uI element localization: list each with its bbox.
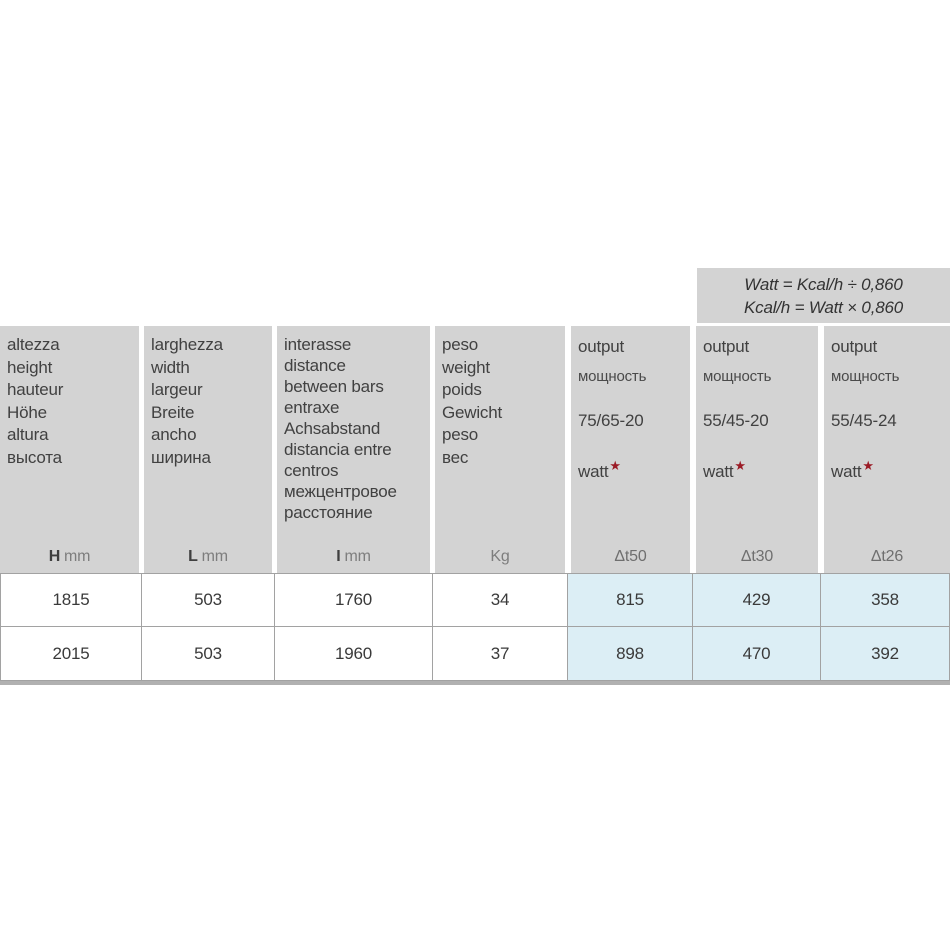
- output-title-ru: мощность: [831, 368, 900, 385]
- output-title-ru: мощность: [578, 368, 647, 385]
- output-watt: watt★: [831, 459, 946, 482]
- header-col-weight: peso weight poids Gewicht peso вес Kg: [435, 326, 565, 573]
- header-col-distance: interasse distance between bars entraxe …: [277, 326, 430, 573]
- cell-output-dt26: 392: [821, 627, 950, 681]
- cell-output-dt50: 898: [568, 627, 693, 681]
- table-body: 1815 503 1760 34 815 429 358 2015 503 19…: [0, 573, 950, 681]
- cell-height: 2015: [0, 627, 142, 681]
- header-col-output-dt26: output мощность 55/45-24 watt★ Δt26: [824, 326, 950, 573]
- output-regime: 75/65-20: [578, 411, 644, 430]
- cell-output-dt26: 358: [821, 573, 950, 627]
- cell-output-dt50: 815: [568, 573, 693, 627]
- cell-height: 1815: [0, 573, 142, 627]
- table-row: 1815 503 1760 34 815 429 358: [0, 573, 950, 627]
- cell-width: 503: [142, 573, 275, 627]
- watt-label: watt: [831, 462, 862, 481]
- cell-output-dt30: 429: [693, 573, 821, 627]
- unit-dt50: Δt50: [614, 548, 647, 565]
- header-labels-weight: peso weight poids Gewicht peso вес: [442, 335, 503, 467]
- header-col-output-dt50: output мощность 75/65-20 watt★ Δt50: [571, 326, 690, 573]
- header-labels-height: altezza height hauteur Höhe altura высот…: [7, 335, 64, 467]
- unit-symbol-i: I: [336, 548, 341, 565]
- cell-output-dt30: 470: [693, 627, 821, 681]
- star-icon: ★: [609, 458, 621, 474]
- unit-weight: Kg: [490, 548, 510, 565]
- header-col-width: larghezza width largeur Breite ancho шир…: [144, 326, 272, 573]
- cell-weight: 34: [433, 573, 568, 627]
- header-col-height: altezza height hauteur Höhe altura высот…: [0, 326, 139, 573]
- formula-line-kcal: Kcal/h = Watt × 0,860: [744, 297, 903, 317]
- cell-width: 503: [142, 627, 275, 681]
- table-header: altezza height hauteur Höhe altura высот…: [0, 326, 950, 573]
- header-labels-width: larghezza width largeur Breite ancho шир…: [151, 335, 223, 467]
- star-icon: ★: [734, 458, 746, 474]
- output-title: output: [831, 337, 878, 356]
- unit-dt26: Δt26: [870, 548, 904, 565]
- cell-distance: 1960: [275, 627, 433, 681]
- unit-symbol-l: L: [188, 548, 198, 565]
- output-watt: watt★: [578, 459, 686, 482]
- unit-mm: mm: [64, 548, 91, 565]
- cell-distance: 1760: [275, 573, 433, 627]
- output-title-ru: мощность: [703, 368, 772, 385]
- conversion-formula-box: Watt = Kcal/h ÷ 0,860 Kcal/h = Watt × 0,…: [697, 268, 950, 323]
- watt-label: watt: [703, 462, 734, 481]
- formula-line-watt: Watt = Kcal/h ÷ 0,860: [744, 274, 903, 294]
- table-row: 2015 503 1960 37 898 470 392: [0, 627, 950, 681]
- unit-dt30: Δt30: [740, 548, 774, 565]
- table-bottom-border: [0, 681, 950, 685]
- output-title: output: [578, 337, 625, 356]
- header-col-output-dt30: output мощность 55/45-20 watt★ Δt30: [696, 326, 818, 573]
- unit-symbol-h: H: [48, 548, 61, 565]
- output-title: output: [703, 337, 750, 356]
- output-watt: watt★: [703, 459, 814, 482]
- unit-mm: mm: [201, 548, 228, 565]
- unit-mm: mm: [344, 548, 371, 565]
- star-icon: ★: [862, 458, 874, 474]
- header-labels-distance: interasse distance between bars entraxe …: [284, 335, 397, 522]
- cell-weight: 37: [433, 627, 568, 681]
- watt-label: watt: [578, 462, 609, 481]
- output-regime: 55/45-20: [703, 411, 769, 430]
- output-regime: 55/45-24: [831, 411, 897, 430]
